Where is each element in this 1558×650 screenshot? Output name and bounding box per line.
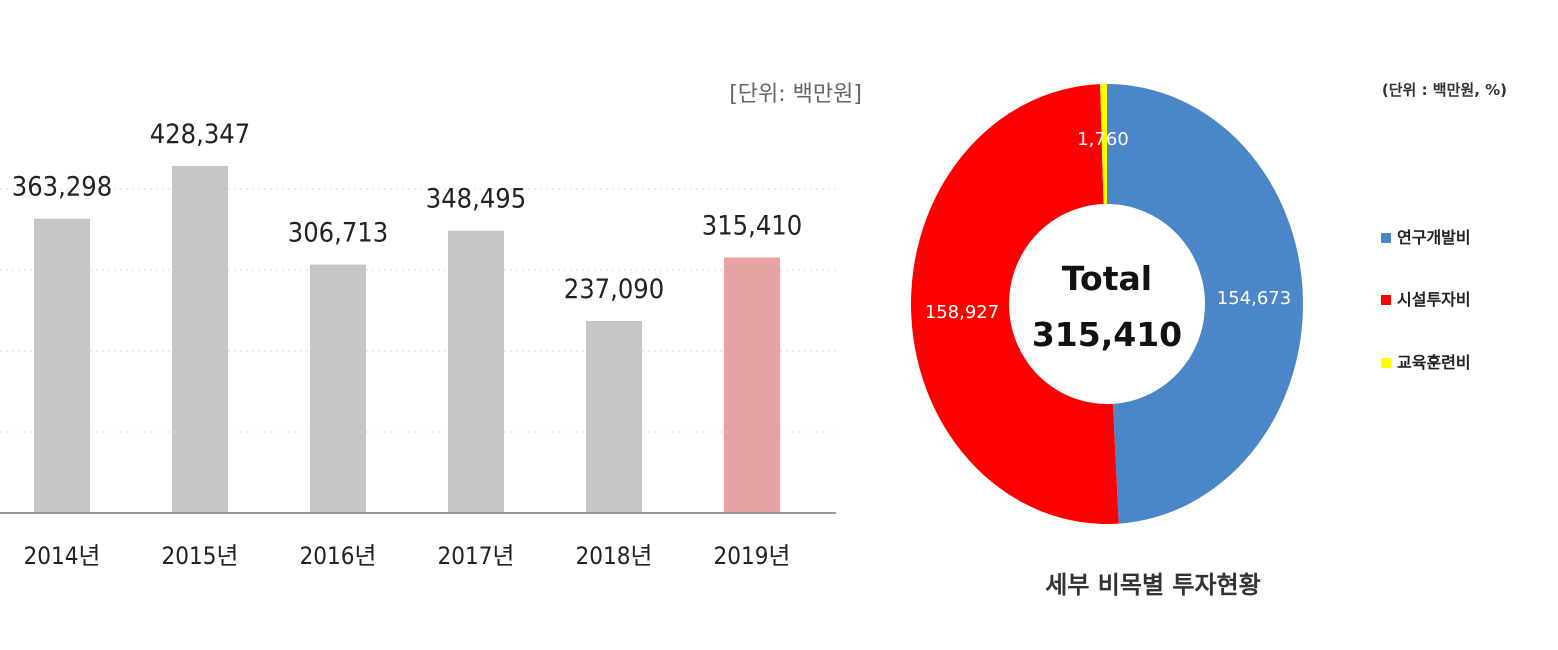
- donut-chart-unit-note: (단위 : 백만원, %): [1382, 81, 1507, 99]
- donut-center-title: Total: [1062, 259, 1152, 298]
- donut-slice-label: 154,673: [1217, 288, 1291, 309]
- donut-chart-caption: 세부 비목별 투자현황: [1045, 571, 1260, 599]
- legend-label: 교육훈련비: [1397, 353, 1471, 372]
- legend-swatch: [1381, 295, 1391, 305]
- bar-category-label: 2018년: [575, 542, 652, 570]
- legend-label: 시설투자비: [1397, 290, 1471, 309]
- donut-chart-slice-labels: 154,673 158,927 1,760: [925, 129, 1291, 323]
- bar-category-label: 2015년: [161, 542, 238, 570]
- bar-value-label: 348,495: [426, 184, 526, 215]
- legend-swatch: [1381, 233, 1391, 243]
- bar-chart-grid: [0, 188, 836, 433]
- donut-slice: [1107, 84, 1303, 524]
- legend-swatch: [1381, 358, 1391, 368]
- bar-category-label: 2017년: [437, 542, 514, 570]
- bar-value-label: 315,410: [702, 211, 802, 242]
- bar-chart-value-labels: 363,298 428,347 306,713 348,495 237,090 315,4…: [12, 119, 802, 305]
- donut-slice-label: 158,927: [925, 302, 999, 323]
- bar-chart-bars: [34, 166, 780, 513]
- bar-category-label: 2019년: [713, 542, 790, 570]
- donut-slice: [910, 84, 1119, 524]
- bar-category-label: 2014년: [23, 542, 100, 570]
- legend-label: 연구개발비: [1397, 228, 1471, 247]
- bar-value-label: 363,298: [12, 172, 112, 203]
- bar: [724, 257, 780, 513]
- bar: [310, 264, 366, 513]
- donut-chart-slices: [910, 84, 1303, 524]
- bar: [172, 166, 228, 513]
- bar: [586, 320, 642, 513]
- bar-chart: [단위: 백만원] 363,298 428,347 306,713 348,495 23…: [0, 82, 862, 570]
- bar-value-label: 237,090: [564, 274, 664, 305]
- donut-center-value: 315,410: [1032, 315, 1182, 354]
- bar-chart-unit-note: [단위: 백만원]: [729, 82, 862, 107]
- bar: [448, 230, 504, 513]
- bar-value-label: 306,713: [288, 218, 388, 249]
- donut-slice: [1100, 84, 1107, 205]
- bar-chart-category-labels: 2014년 2015년 2016년 2017년 2018년 2019년: [23, 542, 790, 570]
- bar-category-label: 2016년: [299, 542, 376, 570]
- bar-value-label: 428,347: [150, 119, 250, 150]
- donut-slice-label: 1,760: [1077, 129, 1129, 150]
- bar: [34, 218, 90, 513]
